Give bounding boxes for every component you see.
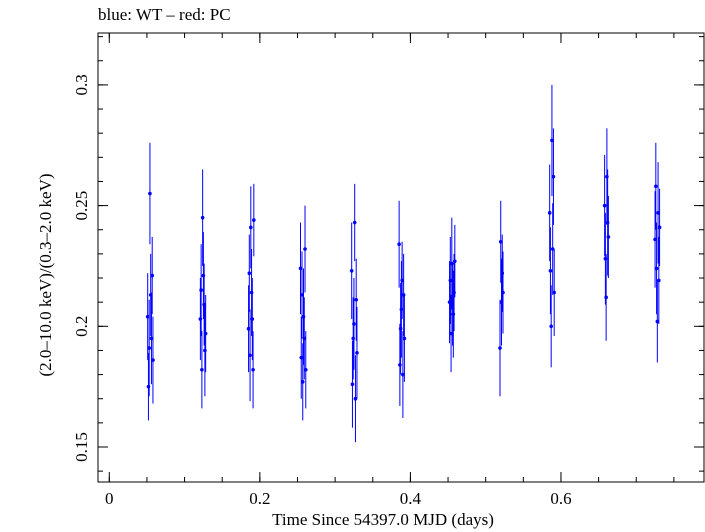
data-point [606, 235, 611, 239]
data-point [550, 138, 554, 143]
data-point [252, 218, 256, 222]
data-point [453, 259, 457, 263]
data-point [303, 247, 307, 251]
data-point [400, 278, 404, 283]
data-point [654, 266, 659, 271]
data-point [398, 363, 402, 367]
data-point [300, 380, 305, 384]
data-point [604, 295, 608, 300]
data-point [448, 278, 453, 283]
data-point [150, 273, 155, 278]
y-tick-label: 0.2 [72, 316, 91, 337]
data-point [249, 290, 254, 295]
data-points [145, 84, 662, 443]
data-point [550, 247, 555, 251]
data-point [602, 203, 607, 208]
data-point [249, 225, 253, 230]
data-point [657, 278, 661, 283]
data-point [199, 288, 203, 292]
data-point [603, 256, 608, 261]
data-point [353, 396, 358, 401]
data-point [653, 237, 657, 242]
data-point [605, 174, 609, 179]
data-point [654, 184, 658, 189]
data-point [149, 336, 154, 341]
data-point [501, 290, 505, 295]
data-point [657, 225, 662, 230]
data-point [298, 266, 303, 271]
data-point [449, 331, 453, 336]
data-point [399, 307, 404, 312]
data-point [450, 261, 454, 266]
data-point [401, 293, 406, 297]
data-point [547, 211, 552, 215]
data-point [352, 322, 356, 326]
data-point [200, 367, 204, 372]
axis-ticks: 0 0.2 0.4 0.6 0.15 0.2 0.25 0.3 [72, 33, 704, 508]
data-point [352, 220, 357, 225]
data-point [146, 384, 151, 389]
data-point [398, 326, 403, 331]
data-point [201, 273, 206, 278]
data-point [147, 346, 151, 350]
data-point [349, 268, 354, 273]
data-point [656, 211, 660, 215]
data-point [355, 351, 359, 355]
data-point [551, 174, 556, 179]
x-tick-label: 0.2 [249, 489, 270, 508]
data-point [498, 346, 502, 350]
data-point [655, 319, 660, 324]
data-point [549, 324, 553, 329]
data-point [500, 271, 505, 275]
data-point [203, 331, 208, 336]
data-point [402, 336, 407, 341]
data-point [198, 317, 203, 321]
data-point [401, 372, 405, 377]
data-point [302, 336, 307, 341]
data-point [203, 348, 207, 353]
data-point [552, 290, 556, 295]
x-axis-label: Time Since 54397.0 MJD (days) [272, 510, 494, 529]
data-point [351, 336, 355, 341]
chart-title: blue: WT – red: PC [98, 5, 231, 24]
data-point [148, 191, 152, 196]
y-tick-label: 0.15 [72, 432, 91, 462]
data-point [303, 367, 308, 372]
data-point [451, 312, 456, 317]
data-point [246, 326, 251, 331]
data-point [498, 240, 503, 244]
data-point [354, 297, 359, 302]
y-tick-label: 0.3 [72, 74, 91, 95]
data-point [151, 358, 155, 362]
x-tick-label: 0.6 [550, 489, 571, 508]
data-point [145, 314, 150, 319]
data-point [200, 215, 205, 220]
data-point [247, 271, 252, 275]
data-point [350, 382, 355, 387]
data-point [248, 353, 252, 358]
y-tick-label: 0.25 [72, 191, 91, 221]
plot-frame [97, 32, 705, 483]
data-point [250, 317, 255, 321]
data-point [548, 268, 553, 273]
x-tick-label: 0 [105, 489, 114, 508]
data-point [251, 367, 255, 372]
data-point [299, 355, 304, 360]
data-point [397, 242, 401, 247]
data-point [452, 290, 456, 295]
data-point [605, 220, 610, 225]
data-point [300, 293, 304, 297]
x-tick-label: 0.4 [400, 489, 422, 508]
data-point [301, 314, 306, 319]
